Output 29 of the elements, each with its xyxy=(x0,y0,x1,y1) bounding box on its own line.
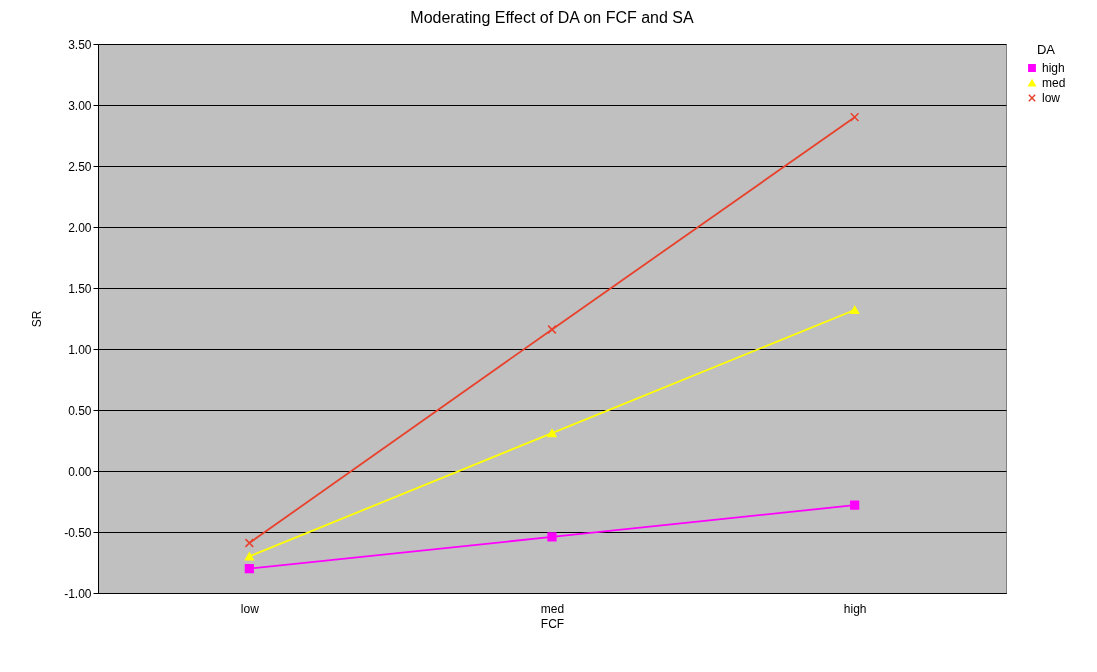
y-tick-label: 3.50 xyxy=(68,37,92,52)
y-tick-label: 2.50 xyxy=(68,159,92,174)
point xyxy=(244,538,254,548)
y-tick-label: 0.00 xyxy=(68,464,92,479)
y-tick-label: -0.50 xyxy=(64,525,92,540)
y-tick-label: -1.00 xyxy=(64,586,92,601)
y-tick-label: 2.00 xyxy=(68,220,92,235)
y-tick-label: 1.50 xyxy=(68,281,92,296)
point xyxy=(244,563,254,574)
point xyxy=(850,305,860,315)
y-tick-label: 0.50 xyxy=(68,403,92,418)
y-tick-label: 3.00 xyxy=(68,98,92,113)
y-tick-label: 1.00 xyxy=(68,342,92,357)
point xyxy=(547,532,557,542)
point xyxy=(547,429,557,438)
legend-label: high xyxy=(1042,61,1065,75)
x-tick-label: med xyxy=(540,601,565,616)
legend-label: low xyxy=(1042,91,1061,105)
point xyxy=(850,500,860,510)
point xyxy=(850,112,860,122)
y-axis-title: SR xyxy=(30,310,45,328)
point xyxy=(244,552,254,561)
legend-title: DA xyxy=(1036,42,1056,57)
point xyxy=(547,324,557,335)
chart-title: Moderating Effect of DA on FCF and SA xyxy=(410,9,695,26)
x-tick-label: low xyxy=(240,601,260,616)
x-tick-label: high xyxy=(843,601,867,616)
x-axis-title: FCF xyxy=(540,616,565,631)
legend-label: med xyxy=(1042,76,1066,90)
